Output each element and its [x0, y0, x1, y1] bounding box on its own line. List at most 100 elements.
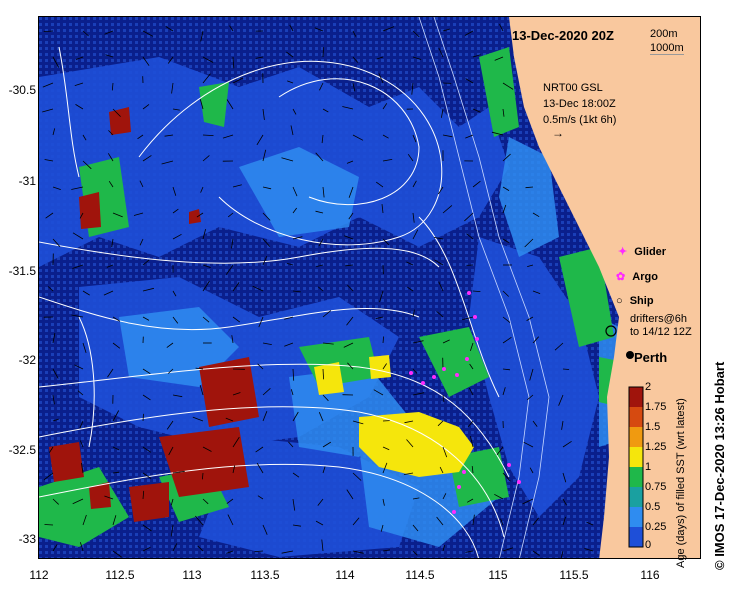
- current-vector: [502, 108, 505, 117]
- current-vector: [406, 439, 414, 448]
- current-vector: [292, 524, 302, 527]
- current-vector: [52, 186, 61, 190]
- current-vector: [172, 394, 183, 398]
- current-vector: [436, 516, 444, 526]
- colorbar-tick: 1.25: [645, 441, 667, 453]
- current-vector: [346, 316, 354, 326]
- current-vector: [142, 546, 151, 552]
- current-vector: [142, 56, 150, 66]
- current-vector: [142, 472, 152, 479]
- current-vector: [502, 186, 510, 191]
- current-vector: [322, 108, 329, 113]
- current-vector: [586, 521, 594, 526]
- current-vector: [172, 316, 179, 324]
- current-vector: [373, 389, 384, 396]
- current-vector: [142, 287, 154, 292]
- sst-map-canvas: [39, 17, 700, 558]
- current-vector: [142, 524, 152, 532]
- current-vector: [561, 420, 564, 430]
- current-vector: [352, 517, 360, 526]
- current-vector: [382, 26, 395, 32]
- current-vector: [379, 290, 384, 303]
- current-vector: [52, 332, 56, 344]
- current-vector: [502, 547, 514, 552]
- current-vector: [502, 316, 511, 323]
- colorbar-label: Age (days) of filled SST (wrt latest): [675, 398, 687, 568]
- current-vector: [72, 232, 84, 240]
- current-vector: [52, 238, 61, 247]
- current-vector: [380, 524, 384, 532]
- current-vector: [82, 342, 87, 354]
- current-vector: [281, 157, 294, 162]
- current-vector: [562, 440, 572, 448]
- current-vector: [232, 436, 240, 448]
- current-vector: [438, 281, 444, 292]
- current-vector: [382, 549, 391, 552]
- current-vector: [522, 498, 534, 505]
- credit-label: © IMOS 17-Dec-2020 13:26 Hobart: [712, 361, 727, 570]
- current-vector: [231, 238, 234, 249]
- legend-argo-label: Argo: [632, 271, 658, 283]
- colorbar-tick: 0: [645, 539, 652, 551]
- current-vector: [558, 394, 564, 406]
- current-vector: [139, 180, 144, 188]
- current-vector: [43, 30, 54, 32]
- current-vector: [382, 446, 390, 451]
- current-vector: [470, 436, 474, 448]
- current-vector: [494, 493, 504, 500]
- current-vector: [262, 524, 268, 535]
- current-vector: [202, 134, 214, 136]
- sst-map: [38, 16, 701, 559]
- current-vector: [252, 285, 264, 292]
- current-vector: [469, 363, 474, 370]
- current-vector: [412, 229, 419, 240]
- current-vector: [106, 264, 114, 268]
- current-vector: [196, 212, 204, 218]
- current-vector: [382, 498, 385, 506]
- current-vector: [172, 186, 177, 196]
- current-vector: [532, 336, 539, 344]
- current-vector: [172, 208, 179, 214]
- colorbar-tick: 1: [645, 461, 652, 473]
- x-tick: 114.5: [405, 568, 435, 582]
- current-vector: [412, 368, 418, 374]
- current-vector: [81, 462, 84, 474]
- current-vector: [318, 238, 324, 247]
- current-note-scale: 0.5m/s (1kt 6h): [543, 114, 617, 126]
- current-vector: [142, 413, 144, 422]
- current-vector: [502, 290, 509, 297]
- current-vector: [262, 186, 272, 190]
- current-vector: [52, 128, 56, 136]
- y-tick: -31.5: [8, 264, 36, 278]
- current-vector: [322, 394, 329, 402]
- map-date-title: 13-Dec-2020 20Z: [512, 28, 614, 43]
- current-vector: [202, 228, 206, 240]
- current-vector: [562, 472, 567, 483]
- current-vector: [292, 290, 301, 293]
- colorbar-tick: 0.75: [645, 481, 667, 493]
- current-vector: [344, 235, 354, 240]
- current-vector: [171, 82, 174, 94]
- current-vector: [317, 286, 324, 292]
- current-vector: [442, 544, 445, 552]
- current-vector: [376, 56, 384, 60]
- current-vector: [465, 134, 474, 139]
- current-vector: [142, 259, 150, 266]
- current-vector: [43, 472, 54, 481]
- current-vector: [72, 264, 84, 269]
- current-note-source: NRT00 GSL: [543, 82, 603, 94]
- current-vector: [167, 56, 174, 64]
- current-vector: [74, 82, 84, 86]
- current-vector: [382, 238, 390, 246]
- current-vector: [500, 518, 504, 526]
- y-tick: -32: [18, 353, 36, 367]
- current-vector: [462, 316, 474, 321]
- current-vector: [288, 441, 294, 448]
- colorbar-tick: 0.5: [645, 501, 661, 513]
- glider-tracks: [409, 291, 521, 514]
- sst-yellow-patches: [314, 355, 474, 477]
- current-note-time: 13-Dec 18:00Z: [543, 98, 616, 110]
- current-vector: [502, 238, 510, 243]
- current-vector: [172, 233, 182, 240]
- current-vector: [108, 180, 114, 188]
